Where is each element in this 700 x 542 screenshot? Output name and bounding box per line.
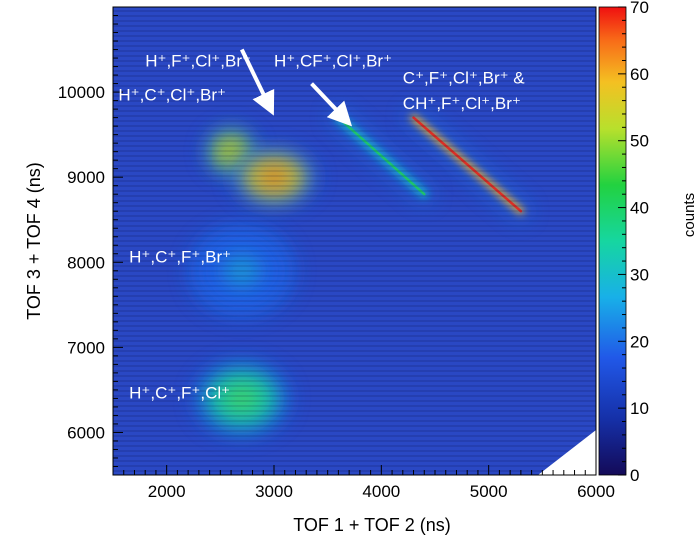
y-axis: 6000 7000 8000 9000 10000 [58,6,123,476]
colorbar-tick-label: 30 [630,265,649,284]
colorbar-title: counts [681,193,698,237]
colorbar-tick-label: 0 [630,466,639,485]
annotations: H⁺,F⁺,Cl⁺,Br⁺ H⁺,C⁺,Cl⁺,Br⁺ H⁺,CF⁺,Cl⁺,Br⁺… [118,48,526,402]
plot-frame [112,6,597,476]
x-tick-label: 4000 [362,482,400,501]
annotation-arrow [310,82,353,127]
annotation-label: C⁺,F⁺,Cl⁺,Br⁺ & [403,69,526,88]
colorbar-ticks: 0 10 20 30 40 50 60 70 [618,0,649,485]
colorbar-tick-label: 10 [630,399,649,418]
x-axis: 2000 3000 4000 5000 6000 [112,465,615,501]
y-tick-label: 10000 [58,83,105,102]
annotation-label: CH⁺,F⁺,Cl⁺,Br⁺ [403,94,521,113]
x-tick-label: 6000 [577,482,615,501]
y-tick-label: 7000 [67,338,105,357]
y-axis-title: TOF 3 + TOF 4 (ns) [24,162,44,320]
annotation-label: H⁺,C⁺,Cl⁺,Br⁺ [118,86,226,105]
colorbar-tick-label: 70 [630,0,649,17]
y-tick-label: 8000 [67,253,105,272]
empty-region [538,430,596,475]
x-tick-label: 2000 [148,482,186,501]
colorbar: 0 10 20 30 40 50 60 70 counts [598,0,698,485]
annotation-label: H⁺,F⁺,Cl⁺,Br⁺ [145,52,251,71]
y-tick-label: 9000 [67,168,105,187]
colorbar-tick-label: 40 [630,199,649,218]
colorbar-tick-label: 50 [630,132,649,151]
y-tick-label: 6000 [67,423,105,442]
colorbar-tick-label: 60 [630,65,649,84]
plot-area [113,7,596,475]
colorbar-tick-label: 20 [630,332,649,351]
annotation-label: H⁺,CF⁺,Cl⁺,Br⁺ [274,52,392,71]
annotation-label: H⁺,C⁺,F⁺,Br⁺ [129,247,231,266]
annotation-label: H⁺,C⁺,F⁺,Cl⁺ [129,383,230,402]
colorbar-scale [598,6,627,476]
x-tick-label: 3000 [255,482,293,501]
scan-stripes [113,7,596,475]
annotation-arrow [240,48,275,116]
x-axis-title: TOF 1 + TOF 2 (ns) [293,515,451,535]
x-tick-label: 5000 [470,482,508,501]
